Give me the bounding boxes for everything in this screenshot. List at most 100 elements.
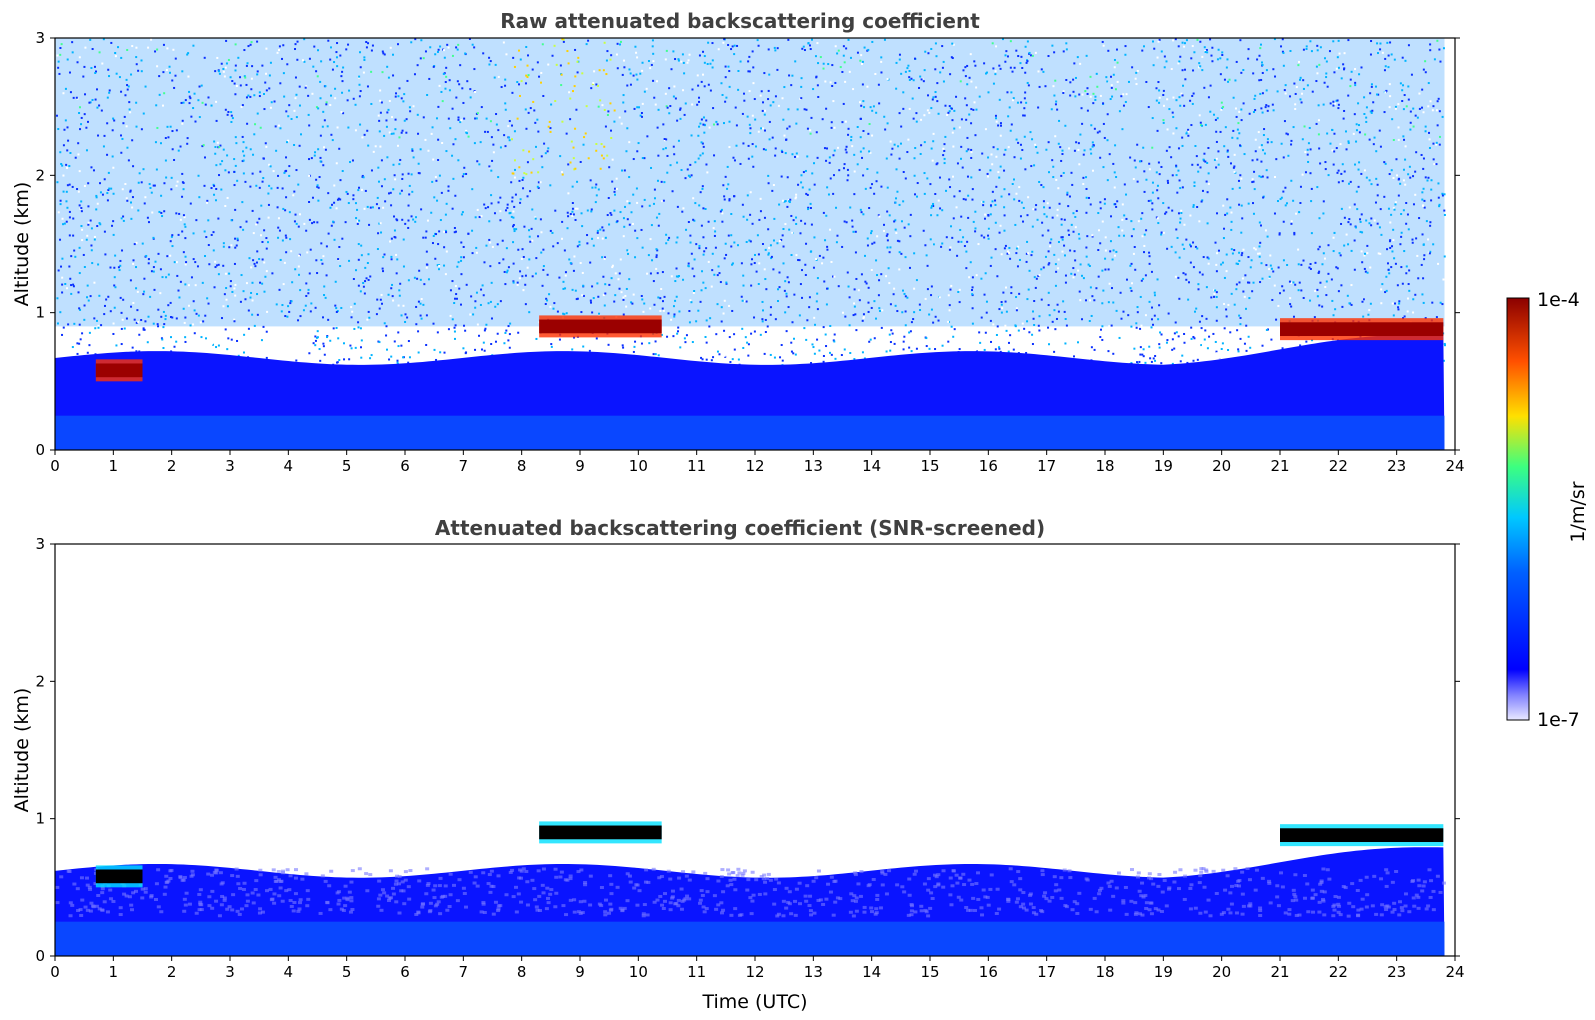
noise-pixel xyxy=(1069,81,1072,84)
noise-pixel xyxy=(463,117,466,120)
noise-pixel xyxy=(1234,79,1237,82)
noise-pixel xyxy=(122,298,125,301)
noise-pixel xyxy=(80,207,83,210)
noise-pixel xyxy=(181,172,184,175)
noise-pixel xyxy=(815,131,818,134)
noise-pixel xyxy=(1310,50,1313,53)
noise-pixel xyxy=(266,350,269,353)
noise-pixel xyxy=(192,107,195,110)
noise-pixel xyxy=(206,199,209,202)
noise-pixel xyxy=(455,331,458,334)
noise-pixel xyxy=(881,309,884,312)
noise-pixel xyxy=(934,68,937,71)
noise-pixel xyxy=(202,320,205,323)
noise-pixel xyxy=(336,126,339,129)
noise-pixel xyxy=(915,347,918,350)
noise-pixel xyxy=(923,141,926,144)
noise-pixel xyxy=(768,120,771,123)
noise-pixel xyxy=(1418,217,1421,220)
noise-pixel xyxy=(104,253,107,256)
noise-pixel xyxy=(1109,250,1112,253)
noise-pixel xyxy=(651,39,654,42)
noise-pixel xyxy=(1316,288,1319,291)
noise-pixel xyxy=(1072,78,1075,81)
noise-pixel xyxy=(737,88,740,91)
noise-pixel xyxy=(747,157,750,160)
noise-pixel xyxy=(998,176,1001,179)
noise-pixel xyxy=(1228,78,1231,81)
noise-pixel xyxy=(625,287,628,290)
noise-pixel xyxy=(1053,94,1056,97)
noise-pixel xyxy=(866,49,869,52)
noise-pixel xyxy=(311,92,314,95)
noise-pixel xyxy=(763,268,766,271)
noise-pixel xyxy=(378,130,381,133)
noise-pixel xyxy=(113,284,116,287)
noise-pixel xyxy=(1049,245,1052,248)
noise-pixel xyxy=(1272,68,1275,71)
noise-pixel xyxy=(697,309,700,312)
noise-pixel xyxy=(1198,271,1201,274)
noise-pixel xyxy=(919,75,922,78)
noise-pixel xyxy=(1299,98,1302,101)
noise-pixel xyxy=(1205,286,1208,289)
noise-pixel xyxy=(792,337,795,340)
noise-pixel xyxy=(1357,185,1360,188)
noise-pixel xyxy=(641,69,644,72)
noise-pixel xyxy=(215,100,218,103)
noise-pixel xyxy=(315,70,318,73)
noise-pixel xyxy=(1020,101,1023,104)
noise-pixel xyxy=(767,182,770,185)
noise-pixel xyxy=(1066,193,1069,196)
noise-pixel xyxy=(998,347,1001,350)
noise-pixel xyxy=(169,125,172,128)
noise-pixel xyxy=(615,187,618,190)
noise-pixel xyxy=(995,117,998,120)
noise-pixel xyxy=(1206,51,1209,54)
noise-pixel xyxy=(143,277,146,280)
noise-pixel xyxy=(898,268,901,271)
noise-pixel xyxy=(253,94,256,97)
noise-pixel xyxy=(994,199,997,202)
noise-pixel xyxy=(1215,270,1218,273)
noise-pixel xyxy=(860,63,863,66)
noise-pixel xyxy=(860,54,863,57)
noise-pixel xyxy=(902,340,905,343)
noise-pixel xyxy=(132,165,135,168)
noise-pixel xyxy=(407,172,410,175)
noise-pixel xyxy=(1258,146,1261,149)
noise-pixel xyxy=(887,267,890,270)
noise-pixel xyxy=(1363,267,1366,270)
noise-pixel xyxy=(382,206,385,209)
noise-pixel xyxy=(1207,172,1210,175)
noise-pixel xyxy=(1260,144,1263,147)
noise-pixel xyxy=(1225,253,1228,256)
noise-pixel xyxy=(120,134,123,137)
noise-pixel xyxy=(184,99,187,102)
noise-pixel xyxy=(1386,41,1389,44)
noise-pixel xyxy=(488,63,491,66)
noise-pixel xyxy=(169,240,172,243)
noise-pixel xyxy=(267,192,270,195)
noise-pixel xyxy=(1048,262,1051,265)
noise-pixel xyxy=(800,174,803,177)
noise-pixel xyxy=(161,215,164,218)
noise-pixel xyxy=(1207,262,1210,265)
noise-pixel xyxy=(1221,107,1224,110)
noise-pixel xyxy=(154,50,157,53)
noise-pixel xyxy=(1084,90,1087,93)
noise-pixel xyxy=(107,295,110,298)
noise-pixel xyxy=(776,242,779,245)
noise-pixel xyxy=(1422,301,1425,304)
noise-pixel xyxy=(398,163,401,166)
noise-pixel xyxy=(359,123,362,126)
noise-pixel xyxy=(143,202,146,205)
noise-pixel xyxy=(377,180,380,183)
noise-pixel xyxy=(91,262,94,265)
noise-pixel xyxy=(733,195,736,198)
noise-pixel xyxy=(1192,266,1195,269)
noise-pixel xyxy=(610,136,613,139)
noise-pixel xyxy=(1343,68,1346,71)
noise-pixel xyxy=(166,125,169,128)
noise-pixel xyxy=(844,120,847,123)
